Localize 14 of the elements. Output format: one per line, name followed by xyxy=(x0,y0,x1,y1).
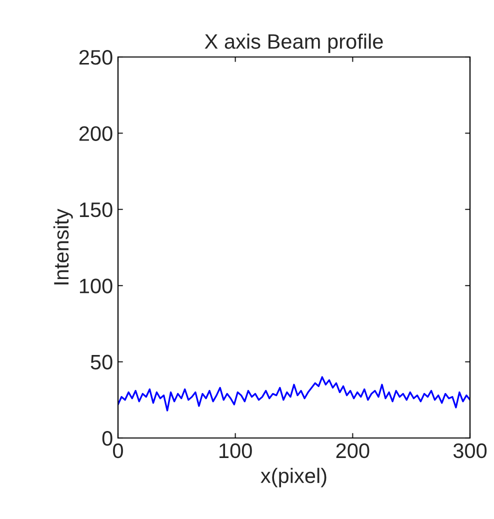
x-tick-label: 0 xyxy=(113,443,123,458)
x-tick-label: 100 xyxy=(220,443,252,458)
x-tick-label: 200 xyxy=(336,443,370,458)
chart-title: X axis Beam profile xyxy=(204,34,383,53)
y-tick-label: 100 xyxy=(80,278,112,294)
y-tick-label: 0 xyxy=(102,431,112,446)
y-tick-label: 200 xyxy=(79,126,112,141)
x-tick-label: 300 xyxy=(453,443,487,458)
y-tick-label: 250 xyxy=(79,50,112,65)
line-series xyxy=(118,376,470,412)
y-axis-title: Intensity xyxy=(53,208,73,284)
x-axis-title: x(pixel) xyxy=(260,468,326,488)
y-tick-label: 50 xyxy=(90,354,112,370)
y-tick-label: 150 xyxy=(80,202,112,218)
